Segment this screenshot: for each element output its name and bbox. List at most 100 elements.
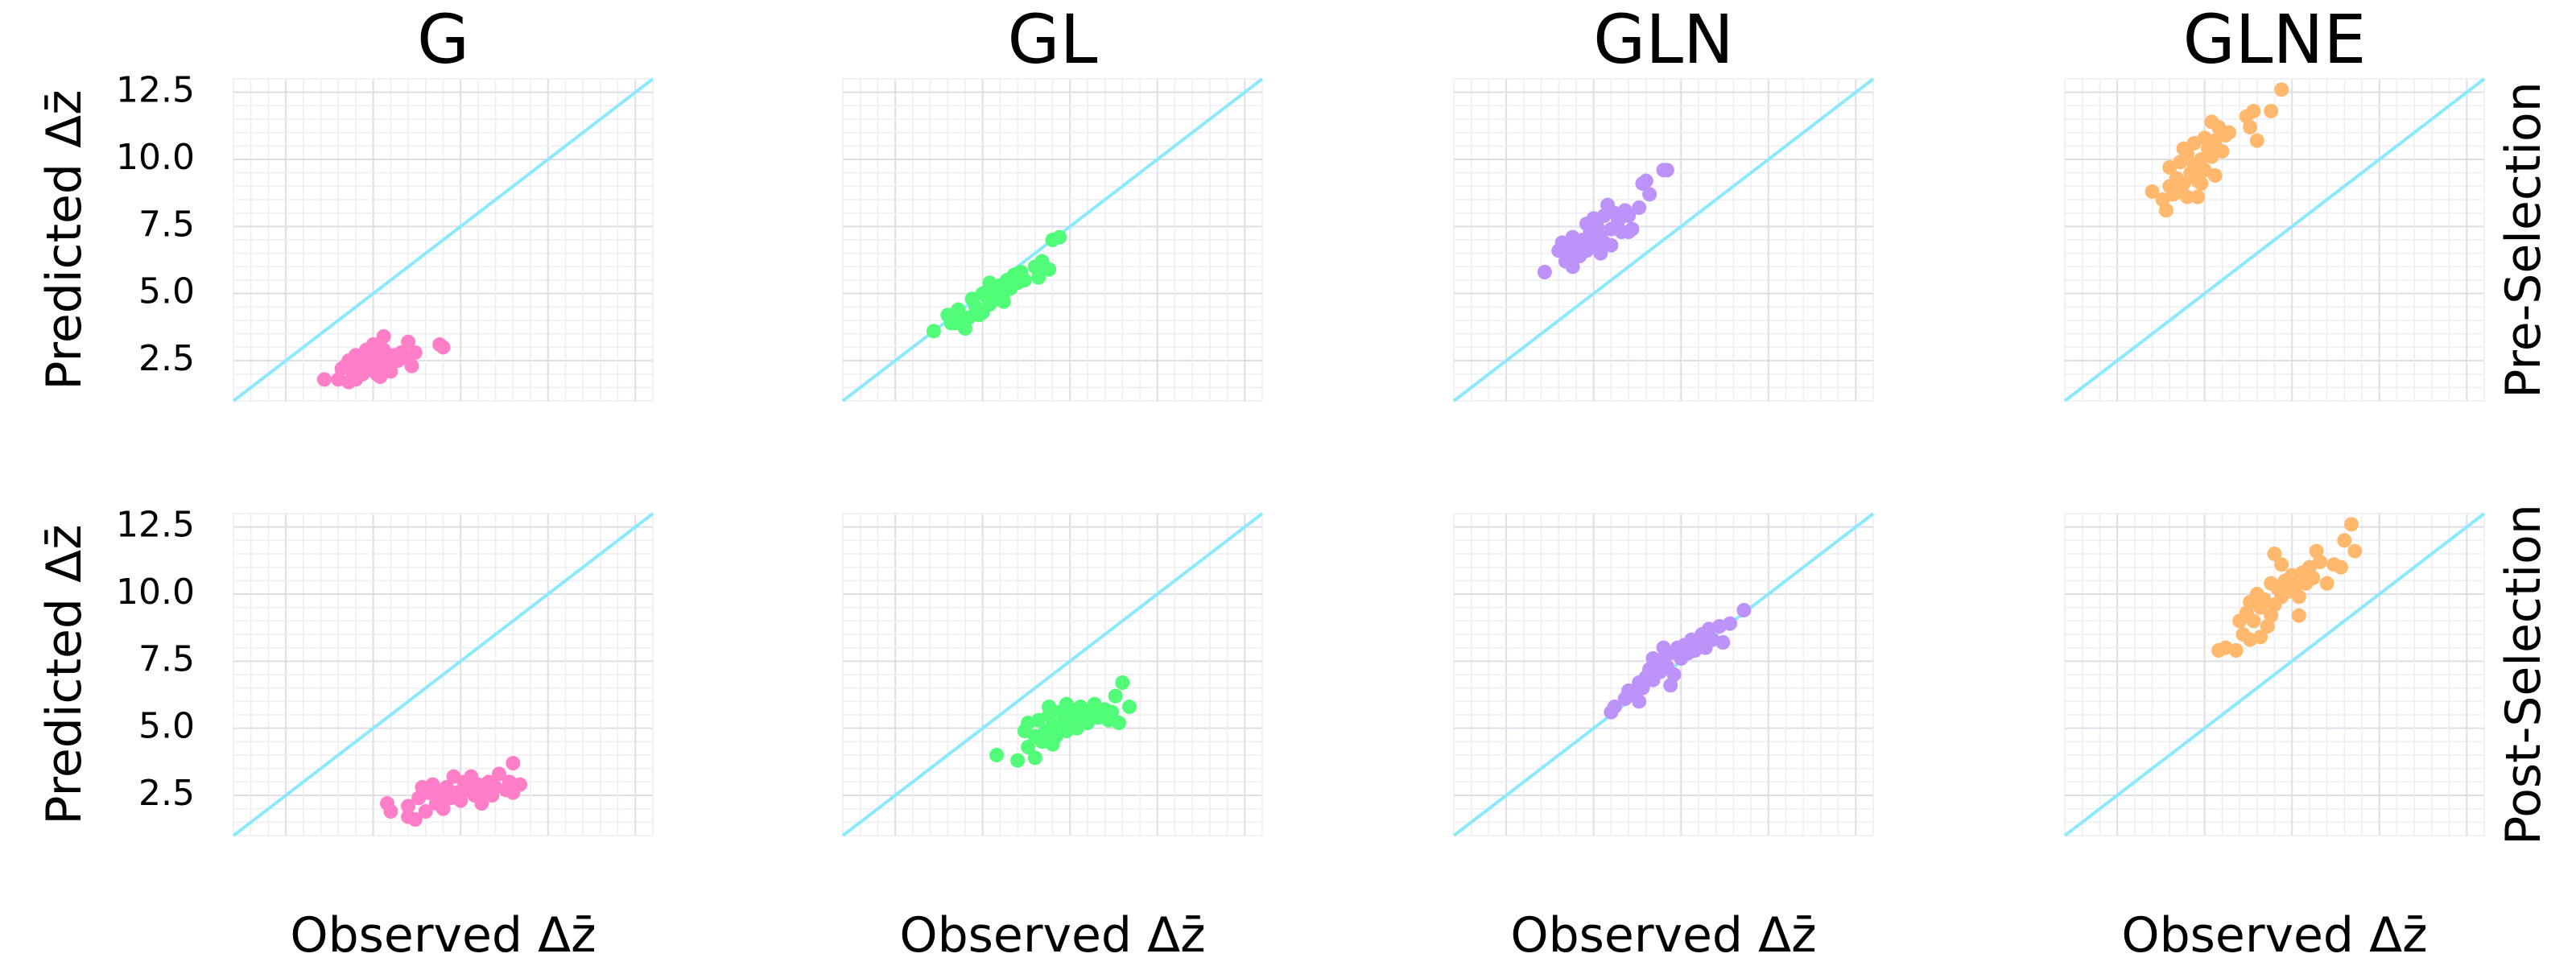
- data-point-gln: [1579, 217, 1594, 231]
- data-point-glne: [2253, 630, 2268, 645]
- data-point-glne: [2246, 613, 2261, 629]
- data-point-glne: [2312, 555, 2327, 569]
- x-axis-label: Observed Δz̄: [899, 907, 1205, 964]
- data-point-glne: [2207, 168, 2223, 183]
- data-point-gl: [1111, 716, 1126, 730]
- data-point-gl: [1027, 750, 1042, 766]
- data-point-glne: [2246, 104, 2261, 118]
- data-point-gln: [1600, 197, 1616, 213]
- data-point-gln: [1565, 229, 1580, 245]
- data-point-g: [506, 756, 521, 770]
- data-point-gl: [1059, 696, 1074, 712]
- y-tick-label: 10.0: [116, 572, 195, 613]
- row-label-post-selection: Post-Selection: [2496, 504, 2552, 845]
- data-point-gl: [1052, 229, 1067, 245]
- data-point-g: [407, 345, 423, 360]
- y-tick-label: 5.0: [138, 706, 195, 747]
- data-point-glne: [2319, 576, 2334, 591]
- data-point-gl: [1045, 737, 1060, 752]
- y-tick-label: 12.5: [116, 70, 195, 111]
- data-point-glne: [2194, 176, 2209, 191]
- data-point-gln: [1621, 225, 1637, 239]
- data-point-g: [369, 366, 385, 382]
- data-point-gln: [1736, 603, 1752, 617]
- data-point-glne: [2176, 176, 2191, 191]
- data-point-glne: [2291, 608, 2306, 623]
- data-point-gln: [1645, 651, 1661, 666]
- data-point-gl: [972, 308, 987, 323]
- data-point-glne: [2264, 576, 2279, 591]
- data-point-g: [474, 796, 489, 811]
- y-tick-label: 7.5: [138, 204, 195, 245]
- data-point-g: [415, 780, 430, 795]
- data-point-g: [418, 804, 433, 819]
- data-point-glne: [2274, 557, 2289, 572]
- data-point-gln: [1715, 635, 1731, 650]
- x-axis-label: Observed Δz̄: [2121, 907, 2427, 964]
- y-tick-label: 10.0: [116, 137, 195, 178]
- data-point-gln: [1663, 678, 1678, 693]
- data-point-g: [383, 364, 398, 379]
- y-tick-label: 5.0: [138, 271, 195, 312]
- data-point-glne: [2228, 643, 2244, 658]
- data-point-gl: [1042, 700, 1057, 714]
- x-axis-label: Observed Δz̄: [290, 907, 596, 964]
- identity-reference-line: [1452, 77, 1875, 402]
- data-point-gln: [1621, 208, 1637, 223]
- y-tick-label: 2.5: [138, 773, 195, 814]
- identity-reference-line: [232, 512, 654, 837]
- data-point-gl: [982, 275, 997, 291]
- data-point-g: [436, 782, 451, 798]
- data-point-gln: [1722, 616, 1737, 631]
- y-tick-label: 7.5: [138, 638, 195, 679]
- data-point-glne: [2158, 203, 2174, 218]
- column-title-g: G: [417, 0, 469, 79]
- data-point-glne: [2190, 189, 2205, 204]
- data-point-gln: [1565, 259, 1580, 275]
- identity-reference-line: [841, 512, 1264, 837]
- data-point-glne: [2347, 543, 2363, 559]
- identity-reference-line: [232, 77, 654, 402]
- data-point-g: [401, 799, 416, 814]
- data-point-glne: [2222, 125, 2237, 140]
- data-point-gln: [1593, 246, 1608, 261]
- identity-reference-line: [2063, 77, 2486, 402]
- data-point-g: [436, 801, 451, 816]
- data-point-gl: [1031, 270, 1046, 285]
- data-point-g: [376, 329, 391, 344]
- data-point-gl: [1122, 700, 1137, 714]
- y-tick-label: 12.5: [116, 505, 195, 546]
- y-axis-label: Predicted Δz̄: [36, 524, 93, 824]
- data-point-gl: [1042, 262, 1057, 277]
- identity-reference-line: [2063, 512, 2486, 837]
- x-axis-label: Observed Δz̄: [1510, 907, 1816, 964]
- data-point-gl: [996, 294, 1011, 309]
- data-point-glne: [2291, 589, 2306, 605]
- data-point-gln: [1607, 700, 1622, 714]
- data-point-g: [316, 372, 332, 387]
- y-axis-label: Predicted Δz̄: [36, 89, 93, 390]
- data-point-glne: [2337, 533, 2352, 548]
- data-point-glne: [2243, 120, 2258, 134]
- data-point-g: [436, 340, 451, 355]
- data-point-g: [404, 358, 419, 374]
- data-point-g: [401, 334, 416, 349]
- data-point-gl: [989, 748, 1005, 762]
- data-point-glne: [2306, 571, 2321, 585]
- data-point-gln: [1632, 200, 1647, 215]
- data-point-gl: [975, 286, 990, 301]
- row-label-pre-selection: Pre-Selection: [2496, 81, 2552, 398]
- data-point-gl: [1108, 688, 1123, 704]
- data-point-gln: [1642, 187, 1657, 202]
- data-point-g: [407, 812, 423, 827]
- data-point-gln: [1638, 173, 1653, 188]
- data-point-gl: [1021, 740, 1036, 754]
- data-point-gln: [1537, 265, 1552, 279]
- data-point-g: [453, 793, 469, 808]
- y-tick-label: 2.5: [138, 338, 195, 379]
- data-point-gl: [1010, 753, 1026, 768]
- data-point-glne: [2344, 517, 2359, 532]
- data-point-glne: [2274, 82, 2289, 97]
- data-point-gln: [1604, 237, 1619, 253]
